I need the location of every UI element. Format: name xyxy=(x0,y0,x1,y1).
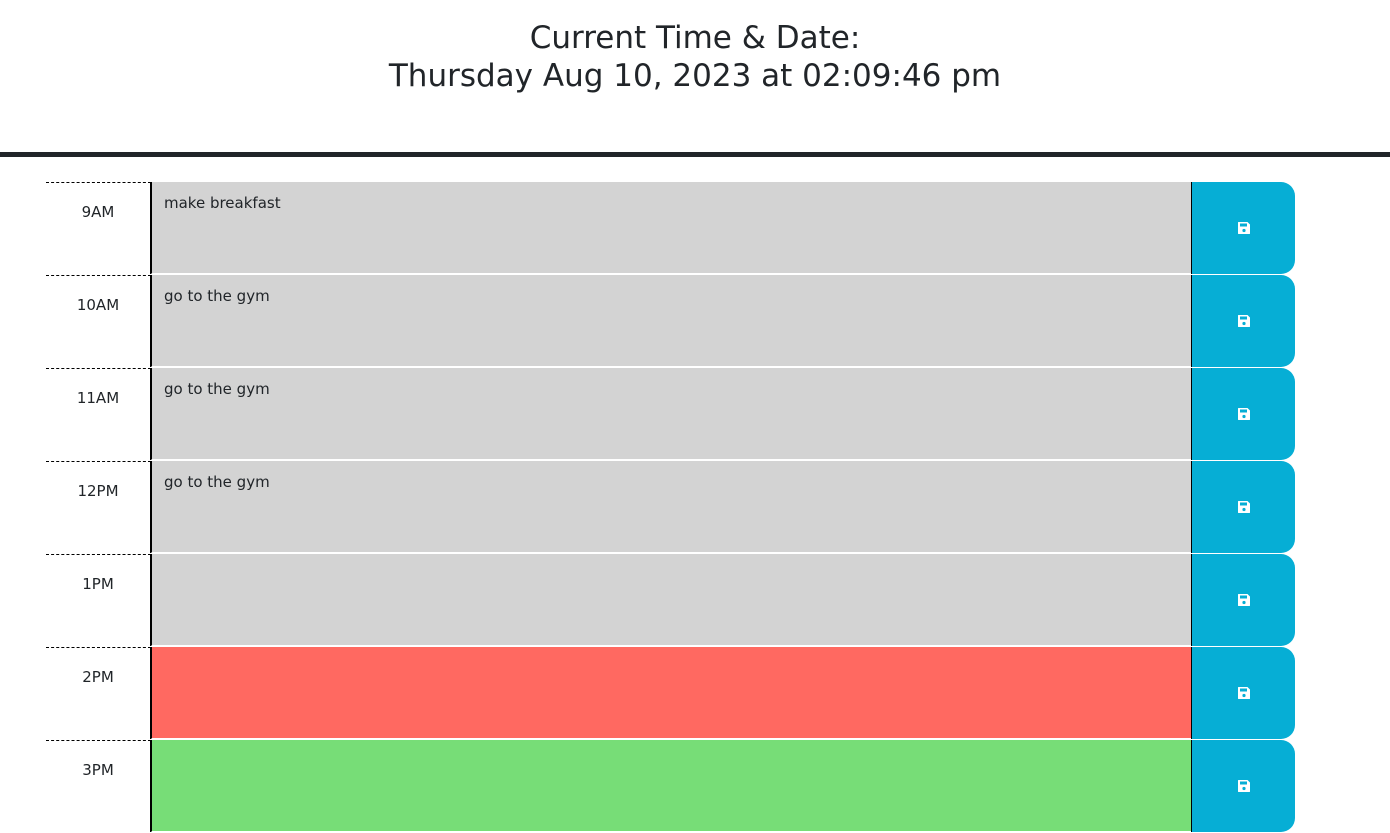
current-datetime: Thursday Aug 10, 2023 at 02:09:46 pm xyxy=(388,58,1002,94)
hour-label: 2PM xyxy=(46,647,151,739)
hour-label: 3PM xyxy=(46,740,151,832)
save-button[interactable] xyxy=(1191,182,1295,274)
floppy-disk-icon xyxy=(1237,686,1251,700)
event-description-input[interactable]: go to the gym xyxy=(151,368,1191,460)
time-block-row: 10AM go to the gym xyxy=(46,275,1296,368)
time-block-row: 1PM xyxy=(46,554,1296,647)
event-description-input[interactable]: make breakfast xyxy=(151,182,1191,274)
floppy-disk-icon xyxy=(1237,779,1251,793)
hour-label: 10AM xyxy=(46,275,151,367)
save-button[interactable] xyxy=(1191,368,1295,460)
floppy-disk-icon xyxy=(1237,593,1251,607)
save-button[interactable] xyxy=(1191,647,1295,739)
hour-label: 9AM xyxy=(46,182,151,274)
save-button[interactable] xyxy=(1191,740,1295,832)
save-button[interactable] xyxy=(1191,461,1295,553)
floppy-disk-icon xyxy=(1237,500,1251,514)
page-header: Current Time & Date: Thursday Aug 10, 20… xyxy=(0,0,1390,152)
floppy-disk-icon xyxy=(1237,407,1251,421)
hour-label: 1PM xyxy=(46,554,151,646)
hour-label: 12PM xyxy=(46,461,151,553)
save-button[interactable] xyxy=(1191,554,1295,646)
event-description-input[interactable]: go to the gym xyxy=(151,461,1191,553)
time-block-row: 12PM go to the gym xyxy=(46,461,1296,554)
save-button[interactable] xyxy=(1191,275,1295,367)
header-divider xyxy=(0,152,1390,157)
time-block-row: 2PM xyxy=(46,647,1296,740)
schedule: 9AM make breakfast 10AM go to the gym 11AM go… xyxy=(46,182,1296,833)
time-block-row: 11AM go to the gym xyxy=(46,368,1296,461)
header-title: Current Time & Date: xyxy=(529,20,861,56)
floppy-disk-icon xyxy=(1237,221,1251,235)
event-description-input[interactable]: go to the gym xyxy=(151,275,1191,367)
event-description-input[interactable] xyxy=(151,647,1191,739)
event-description-input[interactable] xyxy=(151,740,1191,832)
hour-label: 11AM xyxy=(46,368,151,460)
event-description-input[interactable] xyxy=(151,554,1191,646)
time-block-row: 9AM make breakfast xyxy=(46,182,1296,275)
time-block-row: 3PM xyxy=(46,740,1296,833)
floppy-disk-icon xyxy=(1237,314,1251,328)
